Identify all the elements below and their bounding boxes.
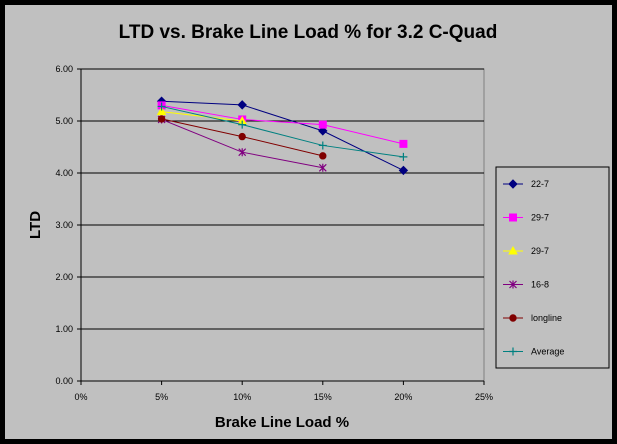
data-point <box>238 148 247 157</box>
x-tick-labels: 0% 5% 10% 15% 20% 25% <box>74 392 493 402</box>
legend-entry: 22-7 <box>503 179 549 189</box>
axes <box>77 68 485 385</box>
legend-marker <box>509 314 517 322</box>
data-point <box>157 102 166 111</box>
legend-entry: 29-7 <box>503 213 549 223</box>
chart-title: LTD vs. Brake Line Load % for 3.2 C-Quad <box>119 22 498 43</box>
legend: 22-7 29-7 29-7 16-8 longline Average <box>495 166 610 369</box>
series-4 <box>157 115 327 160</box>
data-point <box>399 139 408 148</box>
data-point <box>156 106 167 116</box>
x-tick-label: 10% <box>233 392 251 402</box>
legend-marker <box>509 213 517 222</box>
legend-entry: 16-8 <box>503 280 549 290</box>
legend-label: longline <box>531 313 562 323</box>
legend-box <box>495 166 610 369</box>
y-tick-label: 4.00 <box>55 168 73 178</box>
legend-marker <box>509 347 517 356</box>
x-tick-label: 15% <box>314 392 332 402</box>
x-tick-label: 0% <box>74 392 87 402</box>
series-0 <box>156 96 409 176</box>
x-axis-label: Brake Line Load % <box>215 414 349 431</box>
legend-label: 16-8 <box>531 280 549 290</box>
y-tick-label: 3.00 <box>55 220 73 230</box>
data-point <box>398 165 409 176</box>
x-tick-label: 25% <box>475 392 493 402</box>
y-tick-label: 1.00 <box>55 324 73 334</box>
y-tick-label: 0.00 <box>55 376 73 386</box>
legend-label: 22-7 <box>531 179 549 189</box>
legend-marker <box>508 245 518 255</box>
data-point <box>399 152 408 161</box>
y-tick-label: 2.00 <box>55 272 73 282</box>
series-line <box>161 104 404 145</box>
series-5 <box>157 102 408 161</box>
data-point <box>318 141 327 150</box>
legend-entry: longline <box>503 313 562 323</box>
legend-marker <box>509 280 517 289</box>
legend-label: Average <box>531 347 564 357</box>
x-tick-label: 5% <box>155 392 168 402</box>
series-layer <box>156 96 409 176</box>
x-tick-label: 20% <box>394 392 412 402</box>
legend-entry: Average <box>503 347 564 357</box>
y-tick-label: 5.00 <box>55 116 73 126</box>
y-tick-label: 6.00 <box>55 64 73 74</box>
series-line <box>161 111 243 122</box>
series-line <box>161 100 404 171</box>
data-point <box>157 115 166 123</box>
legend-label: 29-7 <box>531 213 549 223</box>
y-axis-label: LTD <box>27 211 44 239</box>
legend-entry: 29-7 <box>503 245 549 256</box>
data-point <box>238 132 246 141</box>
data-point <box>318 126 328 136</box>
legend-label: 29-7 <box>531 246 549 256</box>
grid-lines <box>81 68 484 330</box>
data-point <box>318 120 327 129</box>
data-point <box>237 100 247 110</box>
y-tick-labels: 0.00 1.00 2.00 3.00 4.00 5.00 6.00 <box>55 64 73 386</box>
series-line <box>161 105 404 158</box>
data-point <box>319 152 327 160</box>
data-point <box>238 120 247 129</box>
data-point <box>318 163 327 172</box>
legend-marker <box>508 179 518 189</box>
